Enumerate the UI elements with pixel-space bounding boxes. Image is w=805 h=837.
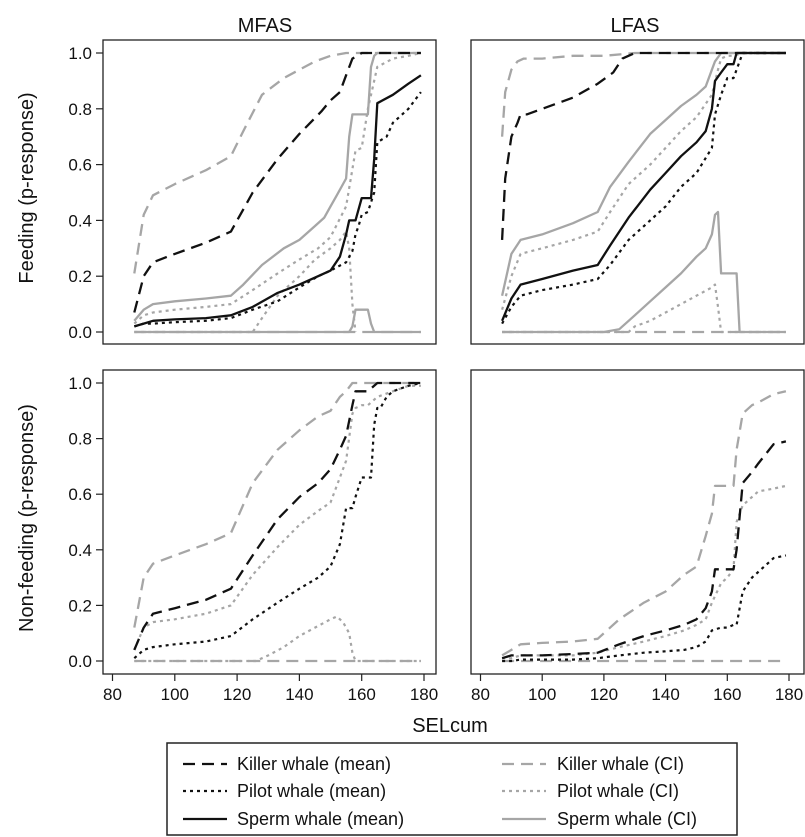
series-line-killer-whale-mean [133, 51, 421, 313]
y-tick-label: 0.0 [68, 652, 92, 671]
legend-label-pilot-whale-ci: Pilot whale (CI) [557, 781, 679, 801]
y-tick-label: 0.2 [68, 267, 92, 286]
series-line-pilot-whale-ci [502, 484, 787, 660]
y-tick-label: 0.4 [68, 211, 92, 230]
series-line-killer-whale-ci [133, 51, 421, 274]
y-tick-label: 1.0 [68, 374, 92, 393]
series-line-sperm-whale-ci [502, 210, 786, 334]
y-tick-label: 0.2 [68, 596, 92, 615]
legend-label-sperm-whale-mean: Sperm whale (mean) [237, 809, 404, 829]
panel-frame [470, 369, 805, 675]
panels-group: 0.0 0.2 0.4 0.6 0.8 1.0 0.0 0.2 0.4 0.6 0.8 1.0 80 10… [68, 39, 805, 704]
x-tick-label: 120 [223, 685, 251, 704]
panel-feeding-lfas [470, 39, 805, 345]
panel-frame [102, 39, 437, 345]
x-tick-label: 180 [410, 685, 438, 704]
x-tick-label: 100 [528, 685, 556, 704]
series-line-pilot-whale-mean [502, 554, 787, 663]
panel-non-feeding-mfas: 0.0 0.2 0.4 0.6 0.8 1.0 80 100 120 140 160 180 [68, 369, 438, 704]
legend-frame [166, 742, 738, 836]
legend-label-killer-whale-mean: Killer whale (mean) [237, 754, 391, 774]
legend-label-pilot-whale-mean: Pilot whale (mean) [237, 781, 386, 801]
series-line-pilot-whale-ci [134, 230, 357, 334]
x-tick-label: 80 [103, 685, 122, 704]
series-line-killer-whale-ci [500, 51, 786, 137]
x-tick-label: 120 [590, 685, 618, 704]
panel-feeding-mfas: 0.0 0.2 0.4 0.6 0.8 1.0 [68, 39, 437, 345]
series-line-pilot-whale-mean [133, 381, 422, 660]
series-line-killer-whale-mean [501, 440, 787, 660]
y-tick-label: 0.8 [68, 430, 92, 449]
y-tick-label: 0.4 [68, 541, 92, 560]
y-axis-title-non-feeding: Non-feeding (p-response) [16, 404, 38, 632]
panel-frame [470, 39, 805, 345]
y-tick-label: 0.6 [68, 156, 92, 175]
series-line-pilot-whale-ci [134, 615, 421, 663]
x-tick-label: 80 [471, 685, 490, 704]
x-tick-label: 160 [348, 685, 376, 704]
series-line-pilot-whale-mean [501, 51, 786, 325]
series-line-killer-whale-mean [133, 381, 421, 651]
x-axis-title: SELcum [412, 715, 488, 737]
column-title-lfas: LFAS [611, 15, 660, 37]
y-tick-label: 1.0 [68, 44, 92, 63]
series-line-killer-whale-mean [500, 51, 786, 240]
x-tick-label: 100 [161, 685, 189, 704]
column-title-mfas: MFAS [238, 15, 292, 37]
series-line-sperm-whale-ci [133, 51, 421, 322]
x-tick-label: 160 [713, 685, 741, 704]
x-tick-label: 180 [775, 685, 803, 704]
y-axis-title-feeding: Feeding (p-response) [16, 92, 38, 283]
series-line-sperm-whale-mean [501, 51, 786, 322]
x-tick-label: 140 [651, 685, 679, 704]
series-line-killer-whale-ci [133, 381, 421, 628]
series-line-sperm-whale-ci [134, 308, 421, 334]
series-line-pilot-whale-mean [133, 91, 422, 328]
series-line-killer-whale-ci [501, 390, 787, 657]
legend-label-killer-whale-ci: Killer whale (CI) [557, 754, 684, 774]
series-line-sperm-whale-ci [500, 51, 786, 296]
panel-frame [102, 369, 437, 675]
y-tick-label: 0.0 [68, 323, 92, 342]
series-line-pilot-whale-ci [133, 384, 421, 651]
x-tick-label: 140 [285, 685, 313, 704]
legend-label-sperm-whale-ci: Sperm whale (CI) [557, 809, 697, 829]
series-line-pilot-whale-ci [133, 51, 422, 325]
y-tick-label: 0.6 [68, 485, 92, 504]
legend: Killer whale (mean) Killer whale (CI) Pilo… [166, 742, 738, 836]
series-line-pilot-whale-ci [501, 51, 786, 310]
panel-non-feeding-lfas: 80 100 120 140 160 180 [470, 369, 805, 704]
series-line-sperm-whale-mean [133, 74, 422, 328]
y-tick-label: 0.8 [68, 100, 92, 119]
